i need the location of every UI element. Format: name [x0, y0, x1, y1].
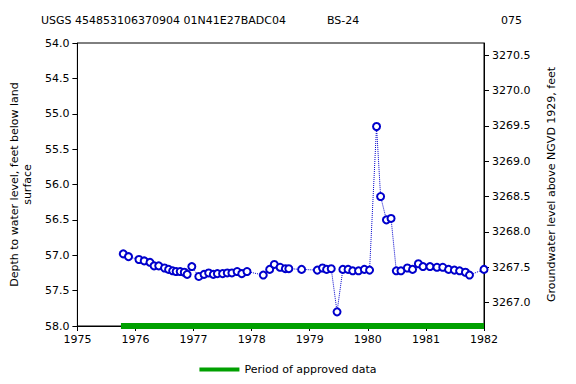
svg-text:3270.0: 3270.0	[492, 84, 531, 97]
svg-text:55.5: 55.5	[45, 143, 70, 156]
svg-text:1978: 1978	[238, 333, 266, 346]
svg-text:1982: 1982	[470, 333, 498, 346]
svg-text:3269.5: 3269.5	[492, 119, 531, 132]
svg-text:3268.5: 3268.5	[492, 190, 531, 203]
svg-text:1980: 1980	[354, 333, 382, 346]
svg-text:54.5: 54.5	[45, 72, 70, 85]
svg-text:1975: 1975	[63, 333, 91, 346]
svg-text:1976: 1976	[121, 333, 149, 346]
svg-text:3267.5: 3267.5	[492, 261, 531, 274]
svg-text:USGS 454853106370904 01N41E27B: USGS 454853106370904 01N41E27BADC04	[41, 14, 286, 27]
svg-text:3267.0: 3267.0	[492, 296, 531, 309]
svg-text:075: 075	[501, 14, 522, 27]
svg-text:1981: 1981	[412, 333, 440, 346]
svg-text:3268.0: 3268.0	[492, 225, 531, 238]
svg-text:57.5: 57.5	[45, 284, 70, 297]
svg-text:3270.5: 3270.5	[492, 49, 531, 62]
svg-text:Depth to water level, feet bel: Depth to water level, feet below land	[8, 82, 21, 287]
svg-text:surface: surface	[21, 164, 34, 205]
svg-text:57.0: 57.0	[45, 249, 70, 262]
svg-text:3269.0: 3269.0	[492, 155, 531, 168]
svg-text:56.5: 56.5	[45, 213, 70, 226]
svg-text:BS-24: BS-24	[327, 14, 359, 27]
svg-text:1977: 1977	[180, 333, 208, 346]
svg-text:Groundwater level above NGVD 1: Groundwater level above NGVD 1929, feet	[545, 66, 558, 302]
svg-text:Period of approved data: Period of approved data	[244, 363, 376, 376]
svg-text:1979: 1979	[296, 333, 324, 346]
svg-text:58.0: 58.0	[45, 320, 70, 333]
svg-text:56.0: 56.0	[45, 178, 70, 191]
svg-text:54.0: 54.0	[45, 37, 70, 50]
svg-text:55.0: 55.0	[45, 107, 70, 120]
